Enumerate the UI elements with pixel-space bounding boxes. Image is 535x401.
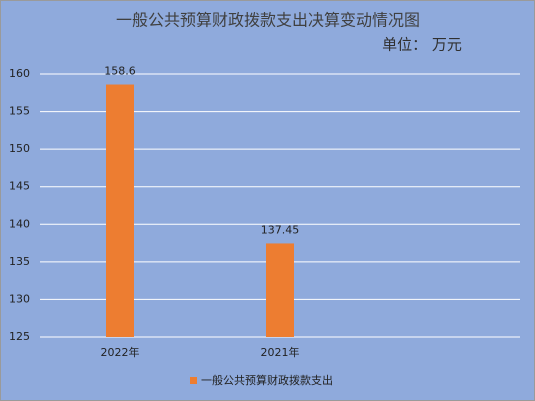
y-tick-label: 150 — [9, 142, 30, 155]
y-tick-label: 155 — [9, 105, 30, 118]
data-label: 137.45 — [261, 223, 300, 236]
y-tick-label: 140 — [9, 217, 30, 230]
chart-subtitle: 单位： 万元 — [382, 36, 462, 54]
bar — [106, 84, 134, 338]
legend-swatch — [190, 377, 197, 384]
y-tick-label: 160 — [9, 67, 30, 80]
x-tick-label: 2022年 — [101, 345, 140, 359]
y-tick-label: 145 — [9, 180, 30, 193]
y-tick-label: 125 — [9, 330, 30, 343]
bar — [266, 243, 294, 337]
data-label: 158.6 — [104, 65, 136, 78]
chart-title: 一般公共预算财政拨款支出决算变动情况图 — [116, 11, 420, 30]
y-tick-label: 135 — [9, 255, 30, 268]
legend-label: 一般公共预算财政拨款支出 — [201, 373, 333, 387]
y-tick-label: 130 — [9, 292, 30, 305]
x-tick-label: 2021年 — [261, 345, 300, 359]
